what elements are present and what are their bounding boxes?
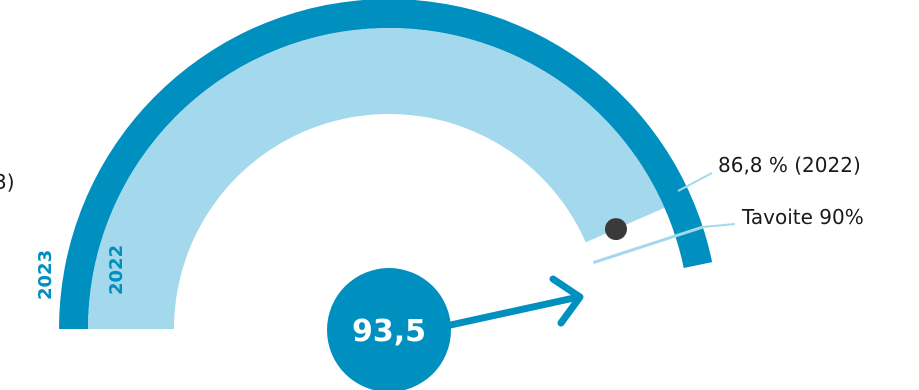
marker-dot-2022 [604, 218, 627, 241]
center-value-label: 93,5 [352, 314, 426, 349]
annotation-2022-label: 86,8 % (2022) [718, 153, 861, 177]
clipped-text: 3) [0, 170, 15, 194]
leader-line-target [702, 223, 736, 229]
annotation-target-label: Tavoite 90% [741, 205, 864, 229]
arc-series-2022 [88, 28, 665, 329]
pointer-arrow [442, 294, 578, 330]
pointer-arrow-head [549, 275, 584, 327]
series-label-2023: 2023 [35, 250, 56, 300]
target-line [593, 225, 704, 264]
center-value-bubble [327, 268, 451, 390]
series-label-2022: 2022 [106, 245, 127, 295]
leader-line-2022 [677, 172, 713, 192]
